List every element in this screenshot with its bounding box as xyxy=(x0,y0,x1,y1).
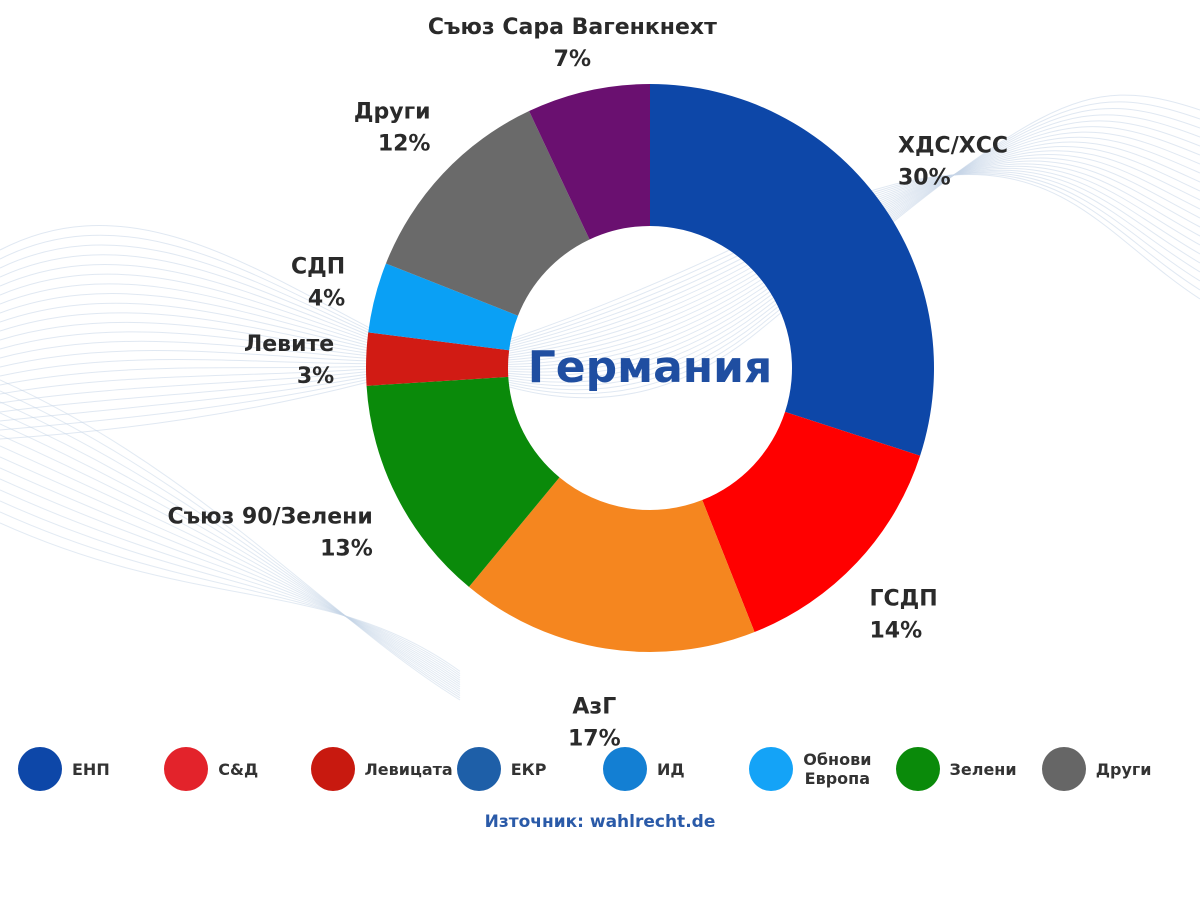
slice-label: Съюз Сара Вагенкнехт xyxy=(428,15,717,40)
slice-value-label: 17% xyxy=(568,727,621,752)
legend-swatch xyxy=(1041,747,1086,791)
background-wave-line xyxy=(0,131,1200,376)
background-wave-line xyxy=(0,101,1200,394)
slice-value-label: 4% xyxy=(308,286,345,311)
slice-label: Съюз 90/Зелени xyxy=(167,505,372,530)
legend-item: Левицата xyxy=(310,744,453,794)
donut-slice xyxy=(366,332,510,386)
legend-item: Други xyxy=(1041,744,1152,794)
legend-item: С&Д xyxy=(164,744,258,794)
slice-value-label: 30% xyxy=(898,166,951,191)
slice-value-label: 7% xyxy=(554,47,591,72)
legend-item: ЕКР xyxy=(456,744,547,794)
legend-swatch xyxy=(456,747,501,791)
slice-label: СДП xyxy=(291,254,345,279)
legend-swatch xyxy=(18,747,62,791)
donut-slice xyxy=(702,411,921,633)
background-wave-line xyxy=(0,157,1200,363)
source-note: Източник: wahlrecht.de xyxy=(484,812,716,832)
slice-value-label: 3% xyxy=(297,364,334,389)
background-wave-line xyxy=(0,114,1200,387)
background-wave-line xyxy=(0,146,1200,368)
legend-swatch xyxy=(603,747,647,791)
background-wave-line xyxy=(0,456,461,686)
donut-slice xyxy=(650,84,934,456)
legend-swatch xyxy=(164,747,209,791)
legend-label: Зелени xyxy=(949,759,1017,779)
donut-slice xyxy=(385,111,590,316)
donut-slice xyxy=(368,263,518,351)
background-wave-line xyxy=(0,511,461,675)
donut-slice xyxy=(529,84,650,240)
legend-label: ЕКР xyxy=(510,759,547,779)
background-wave-line xyxy=(0,141,1200,370)
legend-label: ИД xyxy=(657,759,685,779)
background-wave-line xyxy=(0,171,1200,413)
background-wave-line xyxy=(0,522,461,672)
donut-slice xyxy=(366,376,560,587)
background-wave-line xyxy=(0,94,1200,399)
slice-value-label: 12% xyxy=(378,131,431,156)
slice-label: АзГ xyxy=(572,695,616,720)
slice-label: ГСДП xyxy=(870,587,938,612)
background-wave-line xyxy=(0,169,1200,404)
background-wave-line xyxy=(0,108,1200,391)
legend-label: С&Д xyxy=(218,759,259,779)
background-wave-line xyxy=(0,423,461,692)
slice-value-label: 14% xyxy=(870,619,923,644)
background-wave-line xyxy=(0,172,1200,422)
legend-swatch xyxy=(310,747,355,791)
legend-label: Обнови Европа xyxy=(803,750,872,788)
slice-label: ХДС/ХСС xyxy=(898,134,1008,159)
legend-swatch xyxy=(895,747,940,791)
background-wave-line xyxy=(0,154,1200,364)
background-wave-line xyxy=(0,167,1200,395)
legend-item: Обнови Европа xyxy=(749,744,871,794)
background-wave-line xyxy=(0,489,461,679)
donut-slices xyxy=(366,84,934,652)
background-wave-line xyxy=(0,390,461,699)
legend-label: ЕНП xyxy=(72,759,110,779)
legend: ЕНП С&Д Левицата ЕКР ИД Обнови Европа Зелени Др… xyxy=(18,744,1188,794)
legend-item: ЕНП xyxy=(18,744,110,794)
background-wave-line xyxy=(0,401,461,697)
background-wave-line xyxy=(0,136,1200,373)
slice-value-label: 13% xyxy=(320,537,373,562)
chart-title: Германия xyxy=(528,342,773,393)
background-wave-line xyxy=(0,165,1200,386)
background-wave-line xyxy=(0,160,1200,368)
background-wave-line xyxy=(0,173,1200,431)
background-wave-line xyxy=(0,500,461,677)
slice-labels: ХДС/ХСС 30% ГСДП 14% АзГ 17% Съюз 90/Зелени 13%… xyxy=(167,15,1008,752)
background-wave-line xyxy=(0,434,461,690)
donut-slice xyxy=(468,477,755,652)
background-wave-line xyxy=(0,478,461,681)
slice-label: Левите xyxy=(244,332,334,357)
background-wave-line xyxy=(0,467,461,683)
legend-swatch xyxy=(749,747,794,791)
background-wave-line xyxy=(0,163,1200,377)
background-wave-line xyxy=(0,412,461,694)
background-wave-line xyxy=(0,150,1200,366)
background-wave-line xyxy=(0,126,1200,380)
background-wave-line xyxy=(0,379,461,701)
legend-label: Други xyxy=(1095,759,1152,779)
background-wave-line xyxy=(0,445,461,688)
legend-item: ИД xyxy=(603,744,685,794)
legend-item: Зелени xyxy=(895,744,1017,794)
background-wave-line xyxy=(0,120,1200,383)
slice-label: Други xyxy=(354,99,431,124)
legend-label: Левицата xyxy=(364,759,453,779)
